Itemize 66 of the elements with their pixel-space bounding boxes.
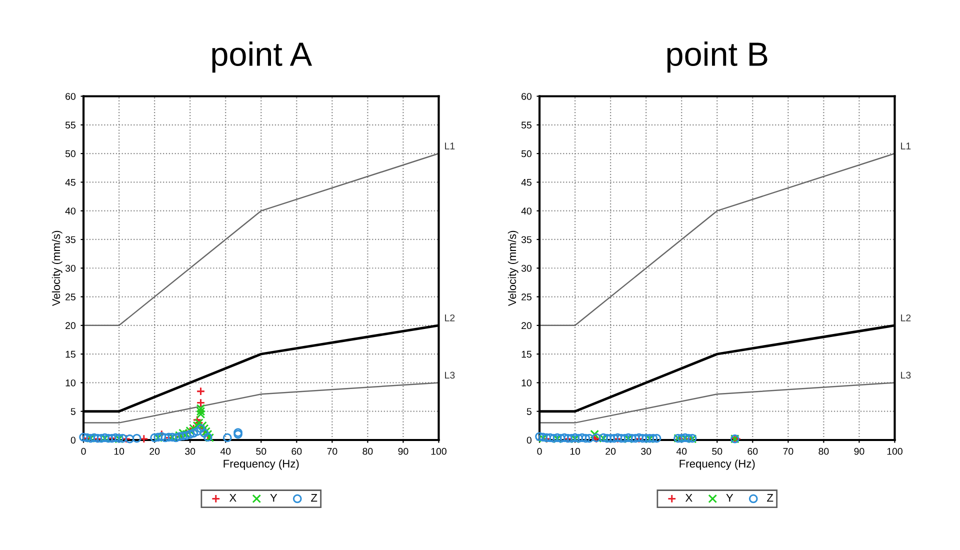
y-tick-label: 40 xyxy=(65,208,76,214)
series-label: L2 xyxy=(901,314,911,322)
legend-label: Y xyxy=(270,494,278,502)
y-axis-title: Velocity (mm/s) xyxy=(508,230,518,306)
legend-label: Z xyxy=(311,494,318,502)
series-label: L2 xyxy=(445,314,455,322)
x-tick-label: 70 xyxy=(783,448,794,455)
y-tick-label: 20 xyxy=(66,322,76,330)
x-tick-label: 40 xyxy=(220,448,231,455)
x-tick-label: 20 xyxy=(150,448,160,455)
y-tick-label: 25 xyxy=(522,294,532,300)
series-label: L3 xyxy=(445,372,455,379)
legend-label: Y xyxy=(726,494,734,502)
x-tick-label: 40 xyxy=(676,448,687,455)
y-tick-label: 5 xyxy=(526,408,532,415)
series-label: L3 xyxy=(901,372,911,379)
y-tick-label: 20 xyxy=(522,322,532,330)
series-label: L1 xyxy=(445,142,455,150)
x-tick-label: 80 xyxy=(362,448,373,455)
legend-label: X xyxy=(229,494,236,502)
y-tick-label: 0 xyxy=(526,436,532,444)
x-tick-label: 80 xyxy=(818,448,829,455)
x-tick-label: 90 xyxy=(398,448,408,455)
y-tick-label: 15 xyxy=(66,350,76,358)
y-tick-label: 60 xyxy=(66,92,76,100)
x-tick-label: 70 xyxy=(327,448,338,455)
x-tick-label: 50 xyxy=(256,448,266,455)
x-tick-label: 20 xyxy=(606,448,616,455)
y-tick-label: 30 xyxy=(65,264,76,272)
y-axis-title: Velocity (mm/s) xyxy=(52,230,62,306)
chart-title: point A xyxy=(212,42,312,73)
y-tick-label: 5 xyxy=(70,408,76,415)
series-label: L1 xyxy=(901,142,911,150)
chart-title: point B xyxy=(667,42,768,73)
x-tick-label: 30 xyxy=(185,448,196,455)
y-tick-label: 50 xyxy=(65,150,76,158)
x-tick-label: 30 xyxy=(641,448,652,455)
x-axis-title: Frequency (Hz) xyxy=(680,459,755,470)
y-tick-label: 10 xyxy=(522,379,532,386)
y-tick-label: 40 xyxy=(521,208,532,214)
x-tick-label: 10 xyxy=(114,448,124,455)
x-tick-label: 100 xyxy=(431,448,446,455)
y-tick-label: 55 xyxy=(521,122,532,129)
x-axis-title: Frequency (Hz) xyxy=(224,459,299,470)
y-tick-label: 0 xyxy=(70,436,76,444)
x-tick-label: 0 xyxy=(537,448,542,455)
x-tick-label: 10 xyxy=(570,448,580,455)
y-tick-label: 15 xyxy=(522,350,532,358)
x-tick-label: 100 xyxy=(887,448,902,455)
y-tick-label: 10 xyxy=(66,379,76,386)
y-tick-label: 50 xyxy=(521,150,532,158)
x-tick-label: 0 xyxy=(81,448,86,455)
legend-label: Z xyxy=(767,494,774,502)
y-tick-label: 35 xyxy=(65,236,76,244)
x-tick-label: 90 xyxy=(854,448,864,455)
legend-label: X xyxy=(685,494,692,502)
x-tick-label: 50 xyxy=(712,448,722,455)
x-tick-label: 60 xyxy=(748,448,758,455)
y-tick-label: 55 xyxy=(65,122,76,129)
y-tick-label: 45 xyxy=(521,179,532,186)
y-tick-label: 35 xyxy=(521,236,532,244)
x-tick-label: 60 xyxy=(292,448,302,455)
y-tick-label: 30 xyxy=(521,264,532,272)
y-tick-label: 25 xyxy=(66,294,76,300)
y-tick-label: 45 xyxy=(65,179,76,186)
y-tick-label: 60 xyxy=(522,92,532,100)
